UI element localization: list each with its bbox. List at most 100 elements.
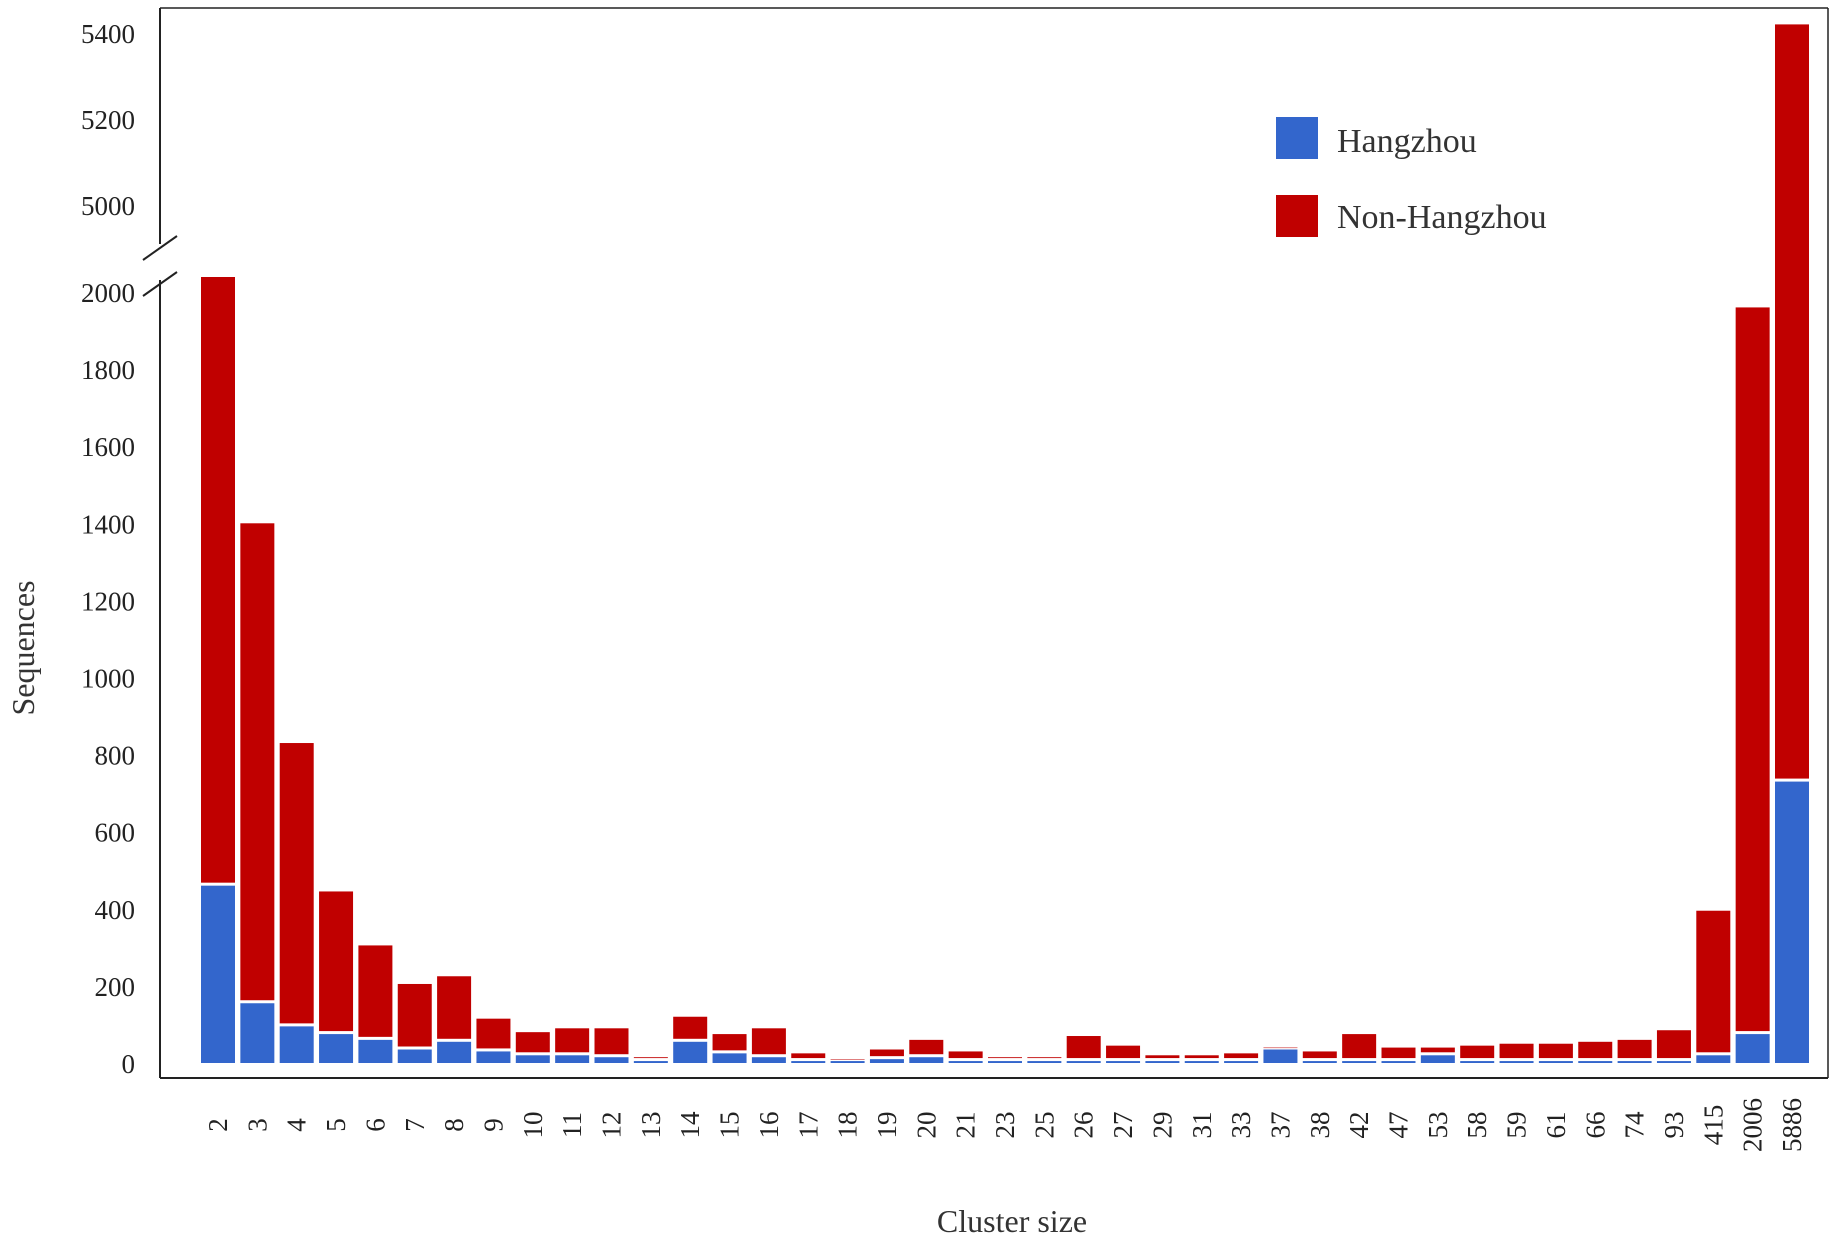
bar-non-hangzhou-9 (476, 1018, 511, 1049)
bar-hangzhou-93 (1656, 1061, 1691, 1063)
bar-non-hangzhou-16 (751, 1028, 786, 1055)
y-tick-label: 1400 (81, 509, 135, 539)
x-tick-label: 15 (715, 1112, 745, 1139)
y-tick-label: 1600 (81, 432, 135, 462)
bar-hangzhou-66 (1578, 1061, 1613, 1063)
x-tick-label: 66 (1580, 1112, 1610, 1139)
y-tick-label: 5400 (81, 19, 135, 49)
bar-hangzhou-16 (751, 1057, 786, 1063)
y-tick-label: 200 (95, 972, 136, 1002)
bar-hangzhou-47 (1381, 1061, 1416, 1063)
x-tick-label: 19 (872, 1112, 902, 1139)
bar-non-hangzhou-415 (1696, 910, 1731, 1053)
bar-hangzhou-58 (1460, 1061, 1495, 1063)
bar-non-hangzhou-47 (1381, 1047, 1416, 1059)
y-tick-label: 1800 (81, 355, 135, 385)
bar-hangzhou-25 (1027, 1061, 1062, 1063)
bar-non-hangzhou-93 (1656, 1030, 1691, 1059)
y-tick-label: 800 (95, 741, 136, 771)
bar-hangzhou-21 (948, 1061, 983, 1063)
bar-hangzhou-2 (201, 885, 235, 1063)
bar-non-hangzhou-53 (1420, 1047, 1455, 1053)
bar-non-hangzhou-2006 (1735, 307, 1770, 1032)
bar-non-hangzhou-5886 (1775, 24, 1809, 779)
bar-non-hangzhou-10 (515, 1032, 550, 1053)
x-tick-label: 3 (242, 1118, 272, 1132)
bar-non-hangzhou-8 (437, 976, 472, 1039)
x-tick-label: 18 (833, 1112, 863, 1139)
bar-non-hangzhou-23 (988, 1057, 1022, 1059)
bar-non-hangzhou-4 (279, 743, 314, 1024)
x-tick-label: 58 (1462, 1112, 1492, 1139)
bar-non-hangzhou-61 (1538, 1043, 1573, 1059)
legend-swatch-non-hangzhou (1276, 195, 1318, 237)
bar-non-hangzhou-6 (358, 945, 393, 1037)
bar-hangzhou-37 (1263, 1049, 1298, 1063)
bar-hangzhou-11 (555, 1055, 590, 1063)
x-tick-label: 61 (1541, 1112, 1571, 1139)
x-tick-label: 5886 (1777, 1098, 1807, 1152)
y-tick-label: 400 (95, 895, 136, 925)
bar-non-hangzhou-29 (1145, 1055, 1180, 1059)
bar-hangzhou-23 (988, 1061, 1022, 1063)
bar-non-hangzhou-13 (633, 1057, 668, 1059)
y-tick-label: 5200 (81, 105, 135, 135)
bar-hangzhou-26 (1066, 1061, 1101, 1063)
bar-hangzhou-3 (240, 1003, 275, 1063)
x-tick-label: 17 (793, 1112, 823, 1139)
x-tick-label: 42 (1344, 1112, 1374, 1139)
bar-non-hangzhou-33 (1224, 1053, 1259, 1059)
x-tick-label: 33 (1226, 1112, 1256, 1139)
x-tick-label: 9 (478, 1118, 508, 1132)
bar-non-hangzhou-12 (594, 1028, 629, 1055)
x-tick-label: 53 (1423, 1112, 1453, 1139)
bar-hangzhou-6 (358, 1039, 393, 1063)
legend-swatch-hangzhou (1276, 117, 1318, 159)
legend-label-non-hangzhou: Non-Hangzhou (1337, 199, 1547, 236)
bar-non-hangzhou-27 (1106, 1045, 1141, 1059)
bar-hangzhou-38 (1302, 1061, 1337, 1063)
x-tick-label: 6 (360, 1118, 390, 1132)
x-tick-label: 415 (1698, 1105, 1728, 1146)
bar-non-hangzhou-14 (673, 1016, 708, 1039)
bar-non-hangzhou-18 (830, 1059, 865, 1060)
y-tick-label: 1000 (81, 664, 135, 694)
bar-hangzhou-5886 (1775, 781, 1809, 1063)
x-tick-label: 7 (400, 1118, 430, 1132)
bar-hangzhou-9 (476, 1051, 511, 1063)
y-tick-label: 0 (122, 1049, 136, 1079)
bar-hangzhou-18 (830, 1061, 865, 1063)
x-tick-label: 74 (1620, 1111, 1650, 1139)
x-tick-label: 31 (1187, 1112, 1217, 1139)
x-tick-label: 25 (1029, 1112, 1059, 1139)
bar-non-hangzhou-7 (397, 983, 432, 1047)
axis-break-mark-top (142, 235, 178, 261)
bar-hangzhou-13 (633, 1061, 668, 1063)
bar-hangzhou-415 (1696, 1055, 1731, 1063)
bar-non-hangzhou-74 (1617, 1039, 1652, 1059)
x-tick-label: 16 (754, 1112, 784, 1139)
x-tick-label: 20 (911, 1112, 941, 1139)
bar-non-hangzhou-59 (1499, 1043, 1534, 1059)
x-tick-label: 23 (990, 1112, 1020, 1139)
x-tick-label: 8 (439, 1118, 469, 1132)
bar-hangzhou-8 (437, 1041, 472, 1063)
x-tick-label: 2006 (1738, 1098, 1768, 1152)
bar-hangzhou-14 (673, 1041, 708, 1063)
bar-non-hangzhou-5 (319, 891, 354, 1032)
bar-non-hangzhou-20 (909, 1039, 944, 1055)
bar-non-hangzhou-58 (1460, 1045, 1495, 1059)
bar-hangzhou-20 (909, 1057, 944, 1063)
bar-hangzhou-7 (397, 1049, 432, 1063)
x-tick-label: 21 (951, 1112, 981, 1139)
x-tick-label: 11 (557, 1112, 587, 1138)
bar-hangzhou-27 (1106, 1061, 1141, 1063)
bar-hangzhou-31 (1184, 1061, 1219, 1063)
bar-hangzhou-5 (319, 1034, 354, 1063)
bar-non-hangzhou-42 (1342, 1034, 1377, 1059)
bar-hangzhou-53 (1420, 1055, 1455, 1063)
bar-hangzhou-59 (1499, 1061, 1534, 1063)
x-tick-label: 26 (1069, 1112, 1099, 1139)
bar-hangzhou-33 (1224, 1061, 1259, 1063)
